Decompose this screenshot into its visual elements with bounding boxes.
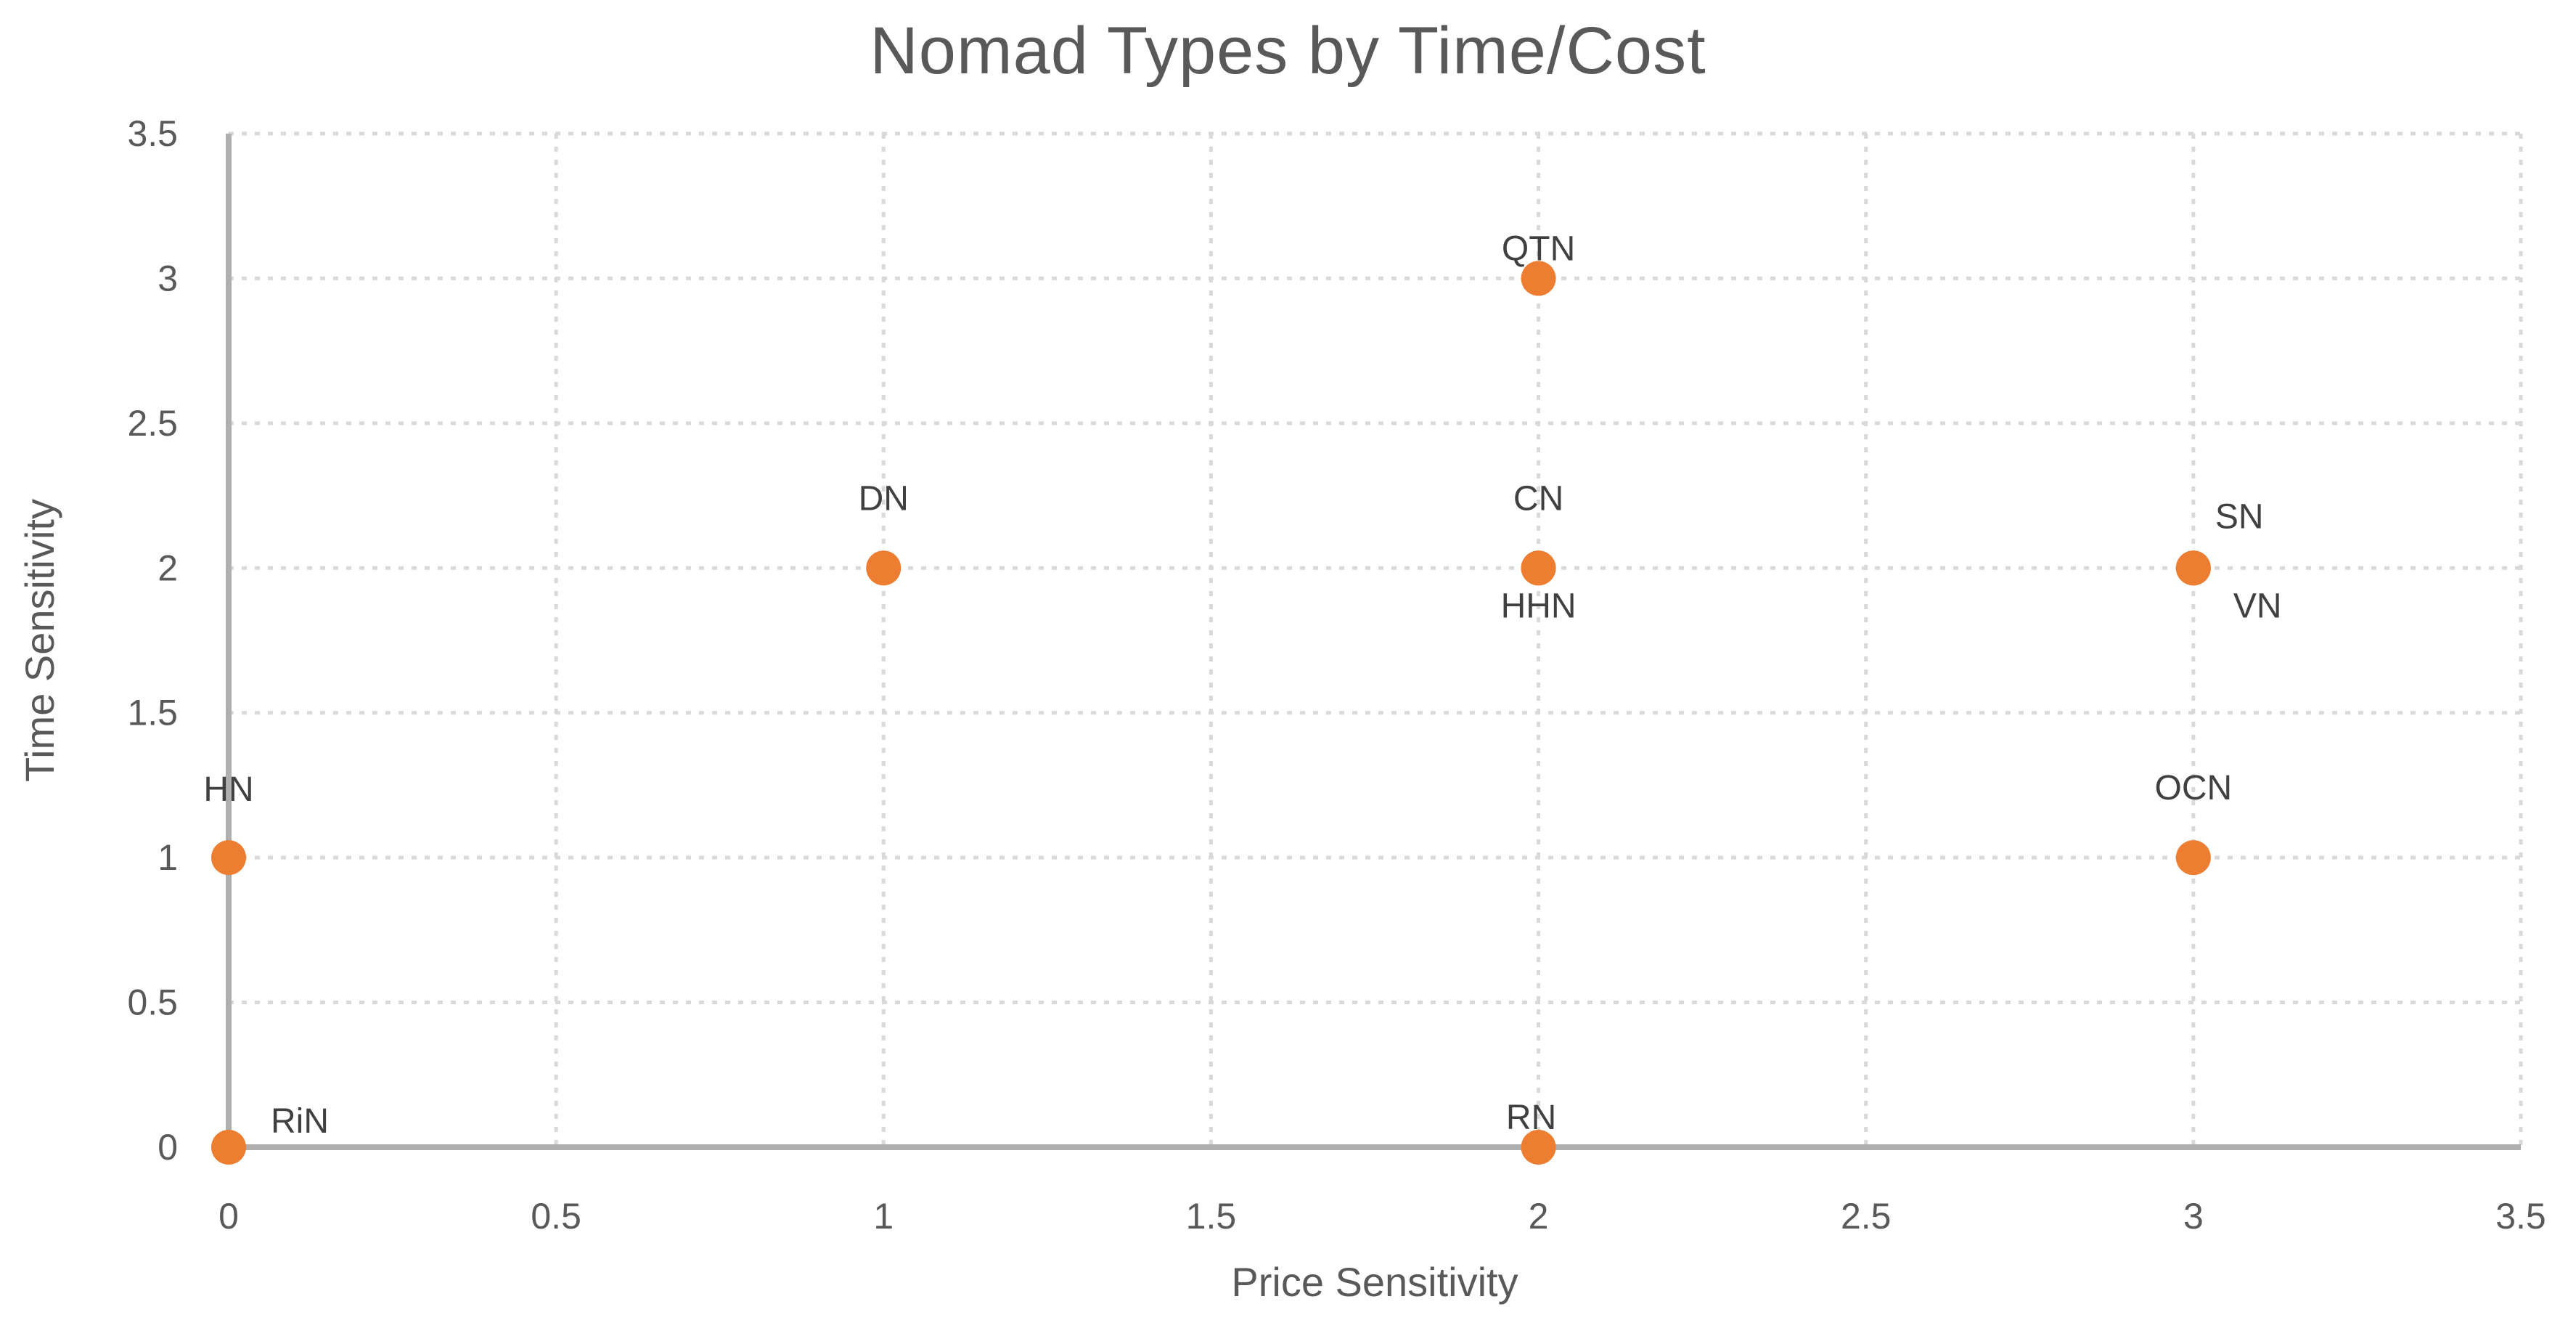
data-point-label-SN: SN	[2215, 497, 2264, 536]
y-tick-label: 1	[158, 837, 178, 878]
data-point-label-CN: CN	[1513, 479, 1563, 518]
data-point-RN[interactable]	[1521, 1130, 1556, 1165]
chart-title: Nomad Types by Time/Cost	[870, 14, 1706, 88]
data-point-OCN[interactable]	[2175, 840, 2211, 876]
y-axis-title: Time Sensitivity	[17, 499, 62, 783]
data-point-RiN[interactable]	[211, 1130, 246, 1165]
data-point-label-RiN: RiN	[271, 1102, 329, 1141]
data-point-label-DN: DN	[859, 479, 909, 518]
x-axis-title: Price Sensitivity	[1231, 1259, 1518, 1305]
y-tick-label: 3.5	[127, 113, 178, 154]
y-tick-label: 0.5	[127, 982, 178, 1023]
data-point-label-VN: VN	[2233, 587, 2282, 625]
data-point-label-HHN: HHN	[1501, 587, 1577, 625]
y-tick-label: 3	[158, 258, 178, 298]
data-point-HHN[interactable]	[1521, 550, 1556, 586]
data-point-QTN[interactable]	[1521, 261, 1556, 296]
x-tick-label: 2	[1529, 1196, 1549, 1237]
data-point-DN[interactable]	[866, 550, 901, 586]
x-tick-label: 1.5	[1186, 1196, 1237, 1237]
x-tick-label: 1	[873, 1196, 894, 1237]
data-point-label-RN: RN	[1506, 1099, 1556, 1137]
y-tick-label: 2	[158, 547, 178, 588]
y-tick-label: 1.5	[127, 693, 178, 733]
x-tick-label: 0.5	[531, 1196, 581, 1237]
y-tick-label: 2.5	[127, 403, 178, 444]
x-tick-label: 0	[218, 1196, 239, 1237]
data-point-label-QTN: QTN	[1502, 229, 1575, 268]
x-tick-label: 3	[2183, 1196, 2204, 1237]
x-tick-label: 2.5	[1841, 1196, 1892, 1237]
data-point-label-HN: HN	[203, 770, 253, 809]
data-point-label-OCN: OCN	[2155, 769, 2233, 807]
x-tick-label: 3.5	[2495, 1196, 2546, 1237]
y-tick-label: 0	[158, 1127, 178, 1168]
data-point-VN[interactable]	[2175, 550, 2211, 586]
data-point-HN[interactable]	[211, 840, 246, 876]
